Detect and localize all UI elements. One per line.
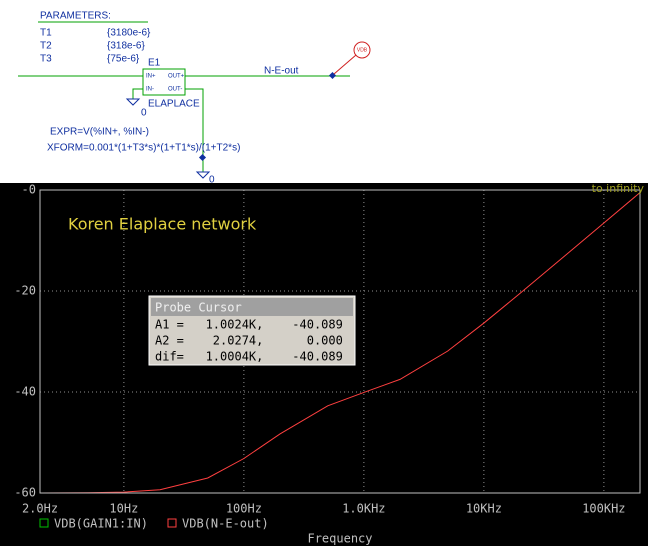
param-name: T2 — [40, 41, 52, 52]
param-value: {318e-6} — [107, 41, 145, 52]
y-tick-label: -40 — [14, 385, 36, 399]
screen: PARAMETERS: T1 {3180e-6} T2 {318e-6} T3 … — [0, 0, 648, 546]
cursor-row: A1 = 1.0024K, -40.089 — [155, 318, 343, 332]
legend-label: VDB(N-E-out) — [182, 517, 269, 531]
cursor-row: A2 = 2.0274, 0.000 — [155, 334, 343, 348]
probe-cursor: Probe Cursor A1 = 1.0024K, -40.089 A2 = … — [149, 296, 355, 365]
net-label: N-E-out — [264, 66, 299, 77]
pin: OUT- — [168, 87, 182, 93]
param-name: T3 — [40, 54, 52, 65]
x-tick-label: 1.0KHz — [342, 502, 385, 516]
expr: EXPR=V(%IN+, %IN-) — [50, 127, 149, 138]
legend-label: VDB(GAIN1:IN) — [54, 517, 148, 531]
params-title: PARAMETERS: — [40, 11, 111, 22]
x-tick-label: 2.0Hz — [22, 502, 58, 516]
y-tick-label: -60 — [14, 486, 36, 500]
x-tick-label: 100KHz — [582, 502, 625, 516]
x-axis-label: Frequency — [307, 532, 372, 546]
y-tick-label: -0 — [22, 183, 36, 197]
schematic-bg — [0, 0, 648, 183]
y-tick-label: -20 — [14, 284, 36, 298]
annotation: Koren Elaplace network — [68, 215, 257, 234]
annotation: to infinity — [592, 182, 645, 195]
x-tick-label: 10Hz — [109, 502, 138, 516]
ground-label: 0 — [209, 175, 215, 186]
part-name: E1 — [148, 58, 161, 69]
pin: IN- — [146, 87, 154, 93]
xform: XFORM=0.001*(1+T3*s)*(1+T1*s)/(1+T2*s) — [47, 143, 240, 154]
x-tick-label: 100Hz — [226, 502, 262, 516]
param-value: {75e-6} — [107, 54, 140, 65]
cursor-row: dif= 1.0004K, -40.089 — [155, 350, 343, 364]
ground-label: 0 — [141, 108, 147, 119]
cursor-title: Probe Cursor — [155, 301, 242, 315]
probe-label: VDB — [357, 47, 368, 53]
param-name: T1 — [40, 28, 52, 39]
pin: IN+ — [146, 74, 156, 80]
part-type: ELAPLACE — [148, 99, 200, 110]
pin: OUT+ — [168, 74, 185, 80]
param-value: {3180e-6} — [107, 28, 151, 39]
x-tick-label: 10KHz — [466, 502, 502, 516]
